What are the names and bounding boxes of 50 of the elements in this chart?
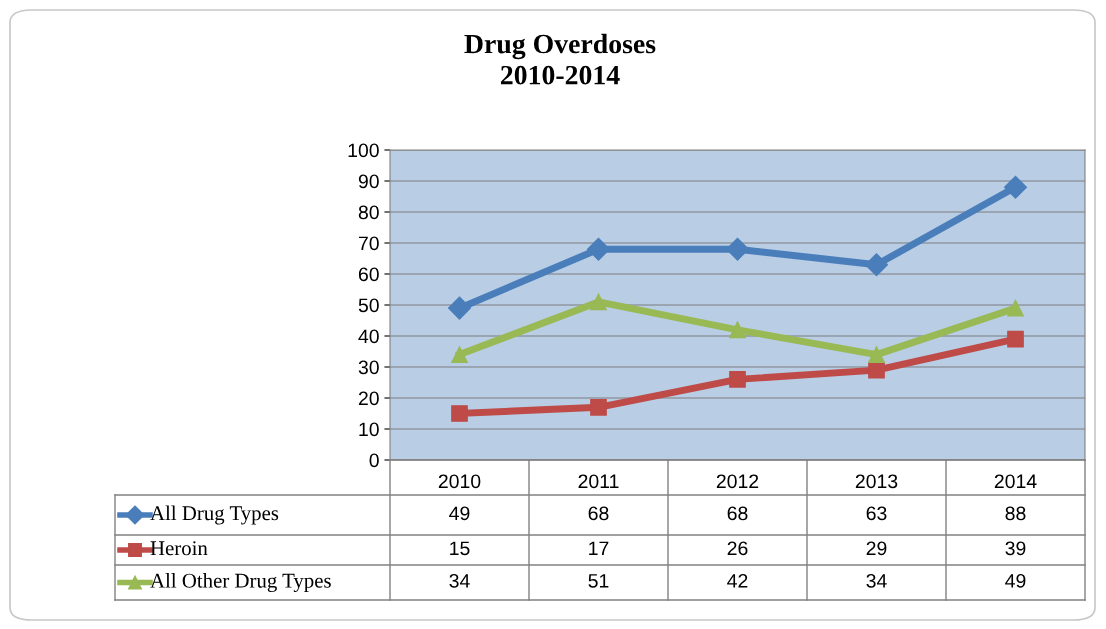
point [590,293,607,311]
data-label: 51 [588,574,609,588]
point [1007,330,1024,348]
point [729,321,746,339]
y-tick-label: 90 [358,174,379,189]
data-label: 68 [588,506,609,521]
chart-title: Drug Overdoses 2010-2014 [464,33,656,85]
x-tick-label: 2013 [855,474,898,489]
data-label: 34 [449,573,470,588]
data-label: 26 [727,541,748,556]
legend-label: Heroin [150,541,208,556]
point [587,237,610,261]
point [726,237,749,261]
point [729,371,746,388]
data-label: 68 [727,506,748,521]
point [868,346,885,363]
y-tick-label: 50 [358,298,379,313]
data-label: 29 [866,541,887,556]
point [868,361,885,379]
data-label: 49 [449,506,470,521]
data-label: 88 [1005,506,1026,521]
legend-label: All Drug Types [150,505,279,525]
y-tick-label: 80 [358,205,379,220]
point [1007,299,1024,317]
point [1004,175,1027,199]
y-tick-label: 60 [358,267,379,282]
point [865,253,888,277]
data-label: 49 [1005,573,1026,588]
y-tick-label: 0 [369,453,379,468]
data-label: 63 [866,506,887,521]
point [590,398,607,416]
y-tick-label: 70 [358,236,379,251]
y-tick-label: 10 [359,422,379,437]
x-tick-label: 2011 [578,474,619,489]
y-tick-label: 100 [348,143,379,158]
data-label: 39 [1005,541,1026,556]
point [451,405,468,422]
y-tick-label: 30 [358,360,379,375]
data-label: 42 [727,573,748,588]
data-label: 15 [450,541,470,556]
point [448,296,471,320]
point [451,346,468,363]
legend-label: All Other Drug Types [150,573,331,592]
y-tick-label: 40 [358,329,379,344]
x-tick-label: 2012 [716,474,759,489]
y-tick-label: 20 [358,391,379,406]
x-tick-label: 2010 [438,474,481,489]
data-label: 17 [589,541,609,556]
x-tick-label: 2014 [994,474,1037,489]
data-label: 34 [866,573,887,588]
